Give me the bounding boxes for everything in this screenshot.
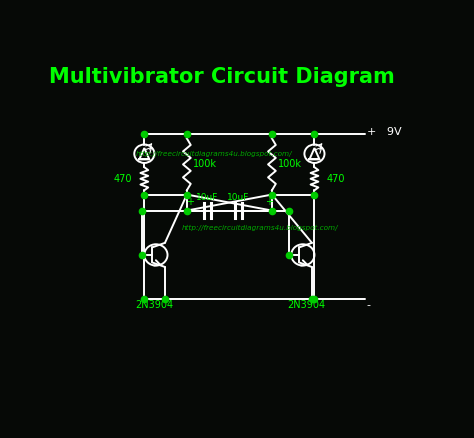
Text: +: + <box>186 197 194 206</box>
Text: 470: 470 <box>113 174 132 184</box>
Text: 2N3904: 2N3904 <box>135 300 173 310</box>
Text: 2N3904: 2N3904 <box>288 300 326 310</box>
Text: 10uF: 10uF <box>227 193 249 202</box>
Text: +: + <box>265 197 273 206</box>
Text: -: - <box>367 300 371 310</box>
Text: 10uF: 10uF <box>196 193 219 202</box>
Text: 100k: 100k <box>278 159 302 170</box>
Text: 100k: 100k <box>192 159 217 170</box>
Text: http://freecircuitdiagrams4u.blogspot.com/: http://freecircuitdiagrams4u.blogspot.co… <box>136 151 292 157</box>
Text: Multivibrator Circuit Diagram: Multivibrator Circuit Diagram <box>49 67 394 88</box>
Text: +   9V: + 9V <box>367 127 401 137</box>
Text: 470: 470 <box>327 174 346 184</box>
Text: http://freecircuitdiagrams4u.blogspot.com/: http://freecircuitdiagrams4u.blogspot.co… <box>182 225 338 231</box>
